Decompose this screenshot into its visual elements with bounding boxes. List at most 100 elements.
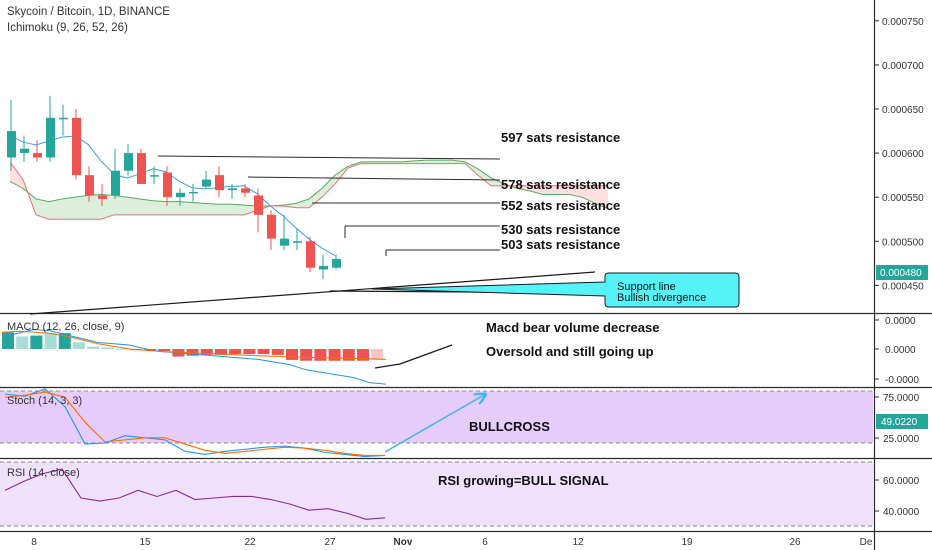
callout-box <box>371 272 740 308</box>
ichimoku-lines <box>9 135 609 257</box>
macd-trend-line <box>374 363 401 369</box>
annotation-597: 597 sats resistance <box>501 130 620 145</box>
annotation-rsi: RSI growing=BULL SIGNAL <box>438 473 609 488</box>
macd-bar <box>58 333 71 349</box>
cloud-segment <box>322 175 335 198</box>
macd-trend-line <box>399 344 453 365</box>
candle-bear <box>33 153 42 158</box>
symbol-title: Skycoin / Bitcoin, 1D, BINANCE <box>7 6 170 18</box>
resistance-line-578 <box>247 176 501 181</box>
time-tick-label: 19 <box>681 537 693 548</box>
macd-bar <box>115 348 128 350</box>
stoch-value-text: 49.0220 <box>881 417 918 428</box>
stoch-d-line <box>4 391 385 457</box>
cloud-segment <box>231 204 244 215</box>
cloud-segment <box>556 185 569 195</box>
macd-bar <box>257 349 270 355</box>
macd-line <box>1 328 387 385</box>
candle-bull <box>319 265 328 270</box>
time-tick-label: 22 <box>244 537 256 548</box>
candle-bull <box>202 179 211 187</box>
macd-signal-line <box>1 330 387 360</box>
time-tick-label: Nov <box>394 537 413 548</box>
annotation-bullcross: BULLCROSS <box>469 419 550 434</box>
callout-divergence-text: Bullish divergence <box>617 292 706 304</box>
candle-bull <box>332 258 341 268</box>
cloud-segment <box>127 197 140 215</box>
rsi-tick-label: 40.0000 <box>883 507 920 518</box>
cloud-segment <box>88 194 101 220</box>
time-tick-label: De <box>860 537 873 548</box>
cloud-segment <box>179 201 192 215</box>
macd-bar <box>314 349 327 361</box>
macd-label: MACD (12, 26, close, 9) <box>7 321 124 333</box>
macd-tick-label: 0.0000 <box>885 345 916 356</box>
cloud-segment <box>140 198 153 215</box>
axes: 0.000750 0.000700 0.000650 0.000600 0.000550… <box>31 17 924 548</box>
stoch-tick-label: 75.0000 <box>883 393 920 404</box>
candle-bear <box>215 175 224 191</box>
ichimoku-label: Ichimoku (9, 26, 52, 26) <box>7 22 128 34</box>
candle-bull <box>59 117 68 120</box>
candle-bear <box>306 241 315 268</box>
candle-bear <box>85 175 94 196</box>
candlestick-series <box>7 95 341 280</box>
macd-bar <box>271 349 284 355</box>
candle-bull <box>150 175 159 177</box>
cloud-segment <box>218 204 231 215</box>
candle-bear <box>98 195 107 199</box>
annotation-530: 530 sats resistance <box>501 222 620 237</box>
cloud-segment <box>10 161 23 189</box>
time-tick-label: 6 <box>482 537 488 548</box>
candle-bear <box>163 172 172 198</box>
cloud-segment <box>530 185 543 195</box>
macd-bar <box>158 349 171 352</box>
price-tick-label: 0.000700 <box>882 61 924 72</box>
stoch-value-tag <box>876 414 928 429</box>
candle-bear <box>254 195 263 215</box>
price-tick-label: 0.000500 <box>882 237 924 248</box>
last-price-text: 0.000480 <box>880 268 922 279</box>
last-price-tag <box>876 265 928 280</box>
macd-bar <box>229 349 242 355</box>
cloud-segment <box>595 185 608 209</box>
support-line <box>29 271 596 315</box>
bullcross-arrow <box>384 395 484 453</box>
cloud-segment <box>517 185 530 192</box>
annotation-oversold: Oversold and still going up <box>486 344 654 359</box>
time-tick-label: 15 <box>139 537 151 548</box>
macd-bar <box>371 349 384 360</box>
rsi-pane <box>4 468 386 520</box>
annotation-578: 578 sats resistance <box>501 177 620 192</box>
cloud-segment <box>36 198 49 220</box>
stoch-band <box>0 391 873 443</box>
candle-bull <box>189 191 198 194</box>
annotation-macd: Macd bear volume decrease <box>486 320 659 335</box>
macd-pane <box>1 328 387 385</box>
cloud-segment <box>49 198 62 220</box>
cloud-segment <box>75 195 88 220</box>
ichimoku-span-b <box>9 161 608 220</box>
candle-bull <box>293 241 302 243</box>
callout-support-text: Support line <box>617 281 676 293</box>
candle-bull <box>46 117 55 158</box>
cloud-segment <box>543 185 556 195</box>
price-tick-label: 0.000650 <box>882 105 924 116</box>
macd-bar <box>243 349 256 355</box>
macd-bar <box>286 349 298 360</box>
candle-bull <box>20 148 29 154</box>
macd-bar <box>101 347 114 349</box>
macd-bar <box>328 349 341 361</box>
candle-bull <box>111 170 120 196</box>
cloud-segment <box>569 185 582 198</box>
stoch-tick-label: 25.0000 <box>883 434 920 445</box>
time-tick-label: 8 <box>31 537 37 548</box>
macd-tick-label: 0.0000 <box>885 316 916 327</box>
macd-tick-label: -0.0000 <box>885 375 919 386</box>
cloud-segment <box>62 197 75 220</box>
time-tick-label: 26 <box>789 537 801 548</box>
macd-bar <box>300 349 313 361</box>
macd-bar <box>2 332 14 349</box>
rsi-line <box>4 468 386 520</box>
